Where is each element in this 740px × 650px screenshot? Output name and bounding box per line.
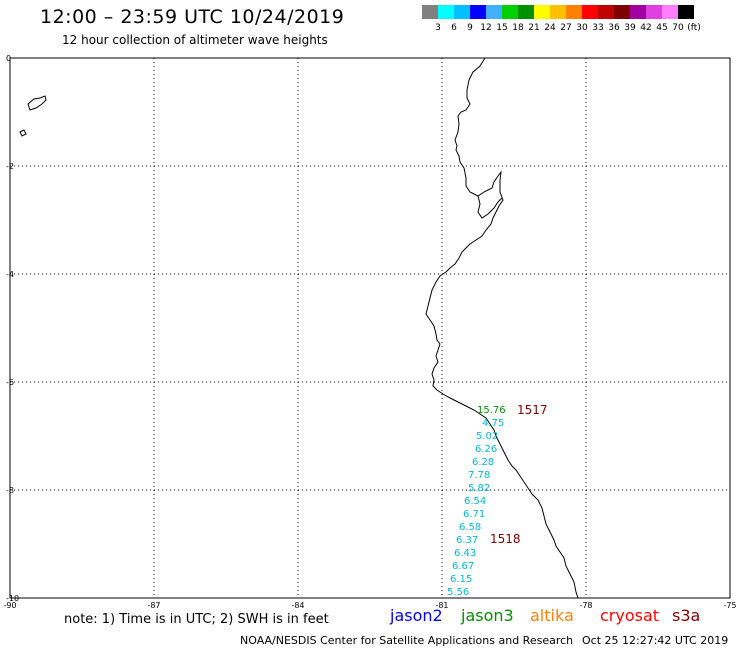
- galapagos-island-small: [20, 130, 26, 136]
- longitude-label: -90: [3, 601, 16, 610]
- map-labels: 0-2-4-6-8-10-90 -87 -84 -81 -78 -751517151815…: [3, 54, 736, 610]
- generation-timestamp: Oct 25 12:27:42 UTC 2019: [582, 634, 728, 647]
- footer-note: note: 1) Time is in UTC; 2) SWH is in fe…: [64, 612, 329, 627]
- latitude-label: -4: [6, 270, 14, 279]
- satellite-legend-jason3: jason3: [461, 606, 514, 625]
- map-grid: [10, 58, 730, 598]
- satellite-legend-jason2: jason2: [390, 606, 443, 625]
- latitude-label: 0: [6, 54, 11, 63]
- cryosat-wave-height: 6.26: [475, 444, 497, 455]
- satellite-legend-s3a: s3a: [672, 606, 700, 625]
- coastline: [20, 58, 578, 598]
- longitude-label: -78: [579, 601, 592, 610]
- cryosat-wave-height: 6.58: [459, 522, 481, 533]
- cryosat-wave-height: 7.78: [468, 470, 490, 481]
- longitude-label: -87: [147, 601, 160, 610]
- latitude-label: -2: [6, 162, 14, 171]
- cryosat-wave-height: 6.37: [456, 535, 478, 546]
- cryosat-wave-height: 6.43: [454, 548, 476, 559]
- cryosat-wave-height: 6.54: [464, 496, 486, 507]
- map-frame: [10, 58, 730, 598]
- cryosat-wave-height: 5.02: [476, 431, 498, 442]
- cryosat-wave-height: 4.75: [482, 418, 504, 429]
- pass-number-label: 1517: [517, 403, 548, 417]
- latitude-label: -8: [6, 486, 14, 495]
- credit-line: NOAA/NESDIS Center for Satellite Applica…: [240, 634, 573, 647]
- cryosat-wave-height: 5.82: [468, 483, 490, 494]
- cryosat-wave-height: 5.56: [447, 587, 469, 598]
- coastline-mainland: [426, 58, 578, 598]
- cryosat-wave-height: 6.28: [472, 457, 494, 468]
- satellite-legend-cryosat: cryosat: [600, 606, 659, 625]
- longitude-label: -84: [291, 601, 304, 610]
- cryosat-wave-height: 6.67: [452, 561, 474, 572]
- latitude-label: -6: [6, 378, 14, 387]
- longitude-label: -75: [723, 601, 736, 610]
- satellite-legend-altika: altika: [530, 606, 574, 625]
- cryosat-wave-height: 6.71: [463, 509, 485, 520]
- jason3-wave-height: 15.76: [477, 405, 506, 416]
- galapagos-island-large: [28, 96, 46, 110]
- pass-number-label: 1518: [490, 532, 521, 546]
- cryosat-wave-height: 6.15: [450, 574, 472, 585]
